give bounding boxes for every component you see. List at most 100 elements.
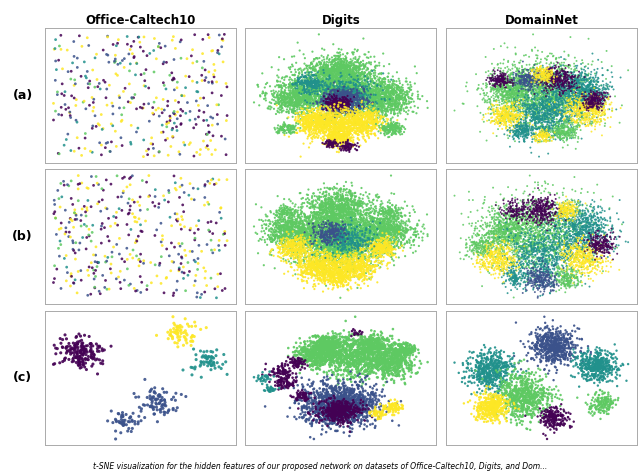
Point [572,250,582,257]
Point [329,333,339,340]
Point [579,97,589,105]
Point [540,110,550,118]
Point [566,259,576,267]
Point [508,254,518,262]
Point [533,109,543,116]
Point [329,101,339,109]
Point [565,108,575,115]
Point [552,244,562,251]
Point [605,244,616,251]
Point [346,114,356,122]
Point [314,341,324,349]
Point [50,77,60,84]
Point [349,242,360,249]
Point [543,89,553,97]
Point [292,129,302,137]
Point [302,115,312,123]
Point [334,108,344,115]
Point [301,231,312,238]
Point [324,84,335,92]
Point [99,224,109,231]
Point [537,101,547,108]
Point [532,207,542,214]
Point [552,209,562,216]
Point [324,207,335,215]
Point [368,390,378,398]
Point [504,86,515,93]
Point [366,399,376,406]
Point [332,87,342,94]
Point [358,380,368,387]
Point [86,354,96,361]
Point [315,362,325,369]
Point [115,268,125,275]
Point [329,228,339,236]
Point [313,92,323,99]
Point [326,134,336,141]
Point [366,347,376,354]
Point [328,210,339,218]
Point [505,75,515,82]
Point [552,78,563,86]
Point [518,67,529,75]
Point [481,222,492,230]
Point [540,202,550,209]
Point [338,213,348,221]
Point [332,415,342,422]
Point [597,269,607,277]
Point [286,81,296,89]
Point [332,344,342,352]
Point [565,223,575,230]
Point [290,234,300,241]
Point [340,137,351,144]
Point [522,80,532,87]
Point [334,76,344,83]
Point [486,392,496,400]
Point [401,212,411,219]
Point [383,265,393,272]
Point [335,354,345,361]
Point [540,129,550,136]
Point [593,107,604,115]
Point [548,341,559,349]
Point [351,76,362,83]
Point [320,230,330,237]
Point [330,118,340,126]
Point [529,74,540,81]
Point [353,211,364,219]
Point [389,354,399,362]
Point [550,110,561,118]
Point [586,212,596,219]
Point [351,236,361,244]
Point [364,356,374,364]
Point [498,79,508,86]
Point [327,97,337,104]
Point [362,227,372,235]
Point [298,104,308,111]
Point [383,359,393,366]
Point [303,269,313,276]
Point [529,83,539,90]
Point [406,348,417,355]
Point [337,394,348,402]
Point [511,111,521,118]
Point [526,97,536,105]
Point [323,114,333,122]
Point [324,70,335,78]
Point [527,73,537,81]
Point [268,385,278,392]
Point [551,335,561,343]
Point [511,374,522,382]
Point [313,346,323,353]
Point [307,355,317,362]
Point [65,350,76,358]
Point [356,228,366,236]
Point [563,203,573,210]
Point [349,252,359,260]
Point [503,399,513,406]
Point [552,100,562,108]
Point [355,99,365,106]
Point [511,90,521,98]
Point [369,219,379,227]
Point [308,103,319,110]
